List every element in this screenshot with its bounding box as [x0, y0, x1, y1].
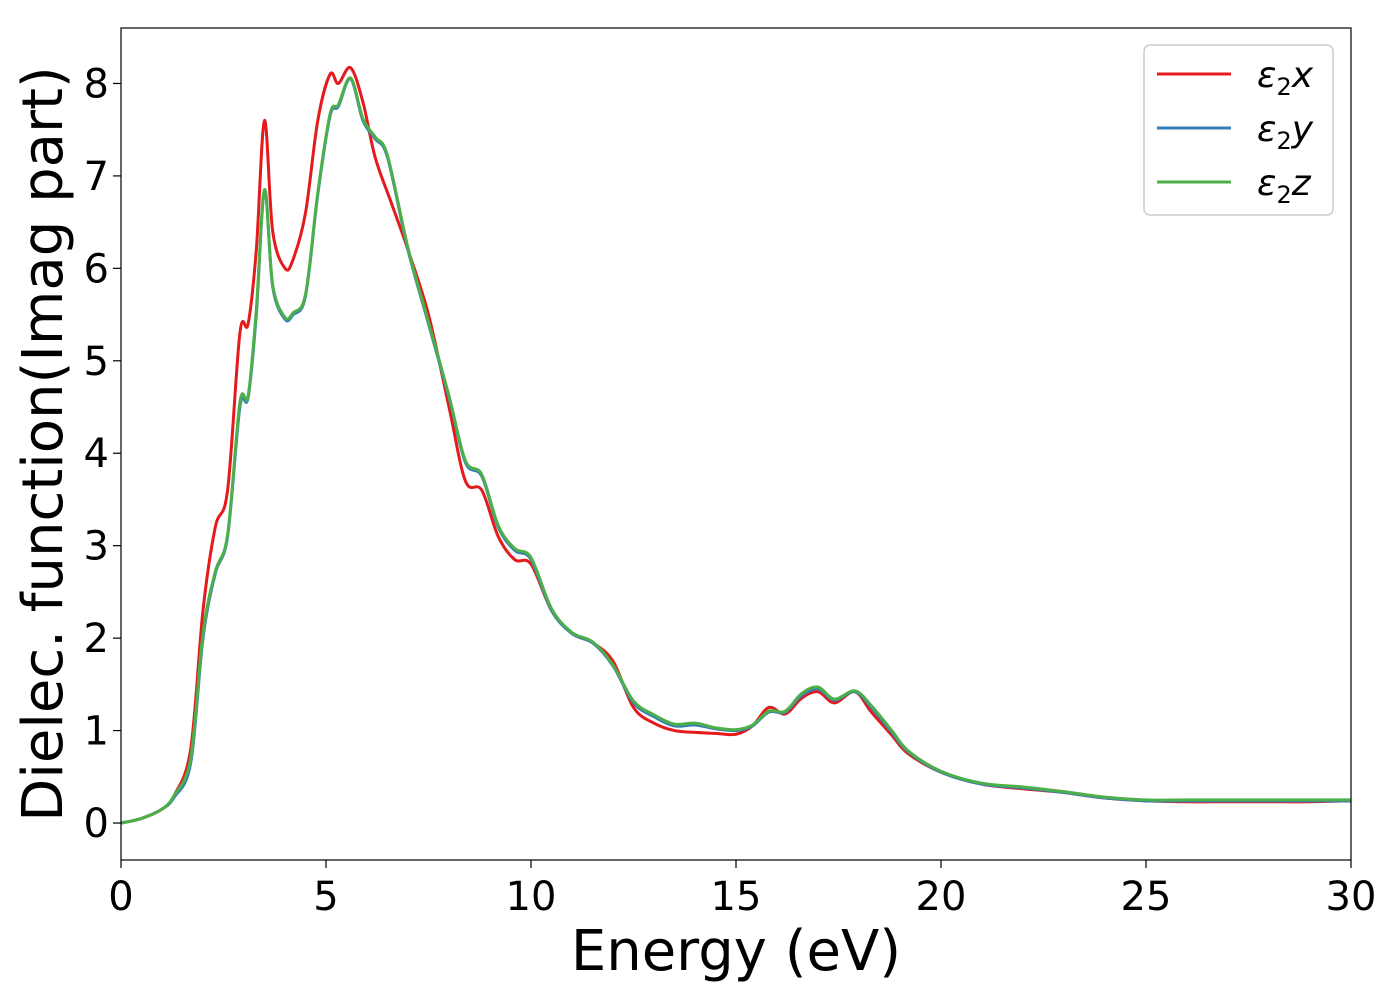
y-tick-label: 3 — [84, 524, 109, 570]
legend-label-subscript: 2 — [1276, 73, 1291, 101]
y-tick-label: 2 — [84, 616, 109, 662]
y-tick-label: 1 — [84, 709, 109, 755]
legend-box — [1143, 44, 1334, 216]
x-tick-label: 5 — [313, 874, 338, 920]
x-tick-label: 20 — [916, 874, 967, 920]
series-layer — [121, 65, 1351, 825]
y-axis-title: Dielec. function(Imag part) — [11, 66, 76, 822]
legend-label-variable: z — [1291, 163, 1312, 204]
x-axis-title: Energy (eV) — [571, 919, 901, 984]
x-tick-label: 10 — [506, 874, 557, 920]
y-tick-label: 7 — [84, 154, 109, 200]
legend-label-x: ε2x — [1257, 55, 1314, 101]
legend-label-subscript: 2 — [1276, 181, 1291, 209]
x-axis-ticks: 0 5 10 15 20 25 30 — [108, 860, 1376, 920]
y-tick-label: 4 — [84, 431, 109, 477]
y-tick-label: 8 — [84, 61, 109, 107]
x-tick-label: 15 — [711, 874, 762, 920]
y-tick-label: 0 — [84, 801, 109, 847]
legend-label-z: ε2z — [1257, 163, 1312, 209]
x-tick-label: 0 — [108, 874, 133, 920]
y-axis-ticks: 0 1 2 3 4 5 6 7 8 — [84, 61, 121, 847]
legend-label-y: ε2y — [1257, 109, 1314, 155]
legend-label-variable: x — [1291, 55, 1314, 96]
legend-label-variable: y — [1291, 109, 1314, 150]
y-tick-label: 5 — [84, 339, 109, 385]
x-tick-label: 25 — [1121, 874, 1172, 920]
x-tick-label: 30 — [1326, 874, 1377, 920]
legend-label-symbol: ε — [1257, 55, 1276, 96]
legend-label-symbol: ε — [1257, 163, 1276, 204]
y-tick-label: 6 — [84, 246, 109, 292]
series-line-z — [121, 76, 1351, 825]
legend-label-symbol: ε — [1257, 109, 1276, 150]
legend-label-subscript: 2 — [1276, 127, 1291, 155]
